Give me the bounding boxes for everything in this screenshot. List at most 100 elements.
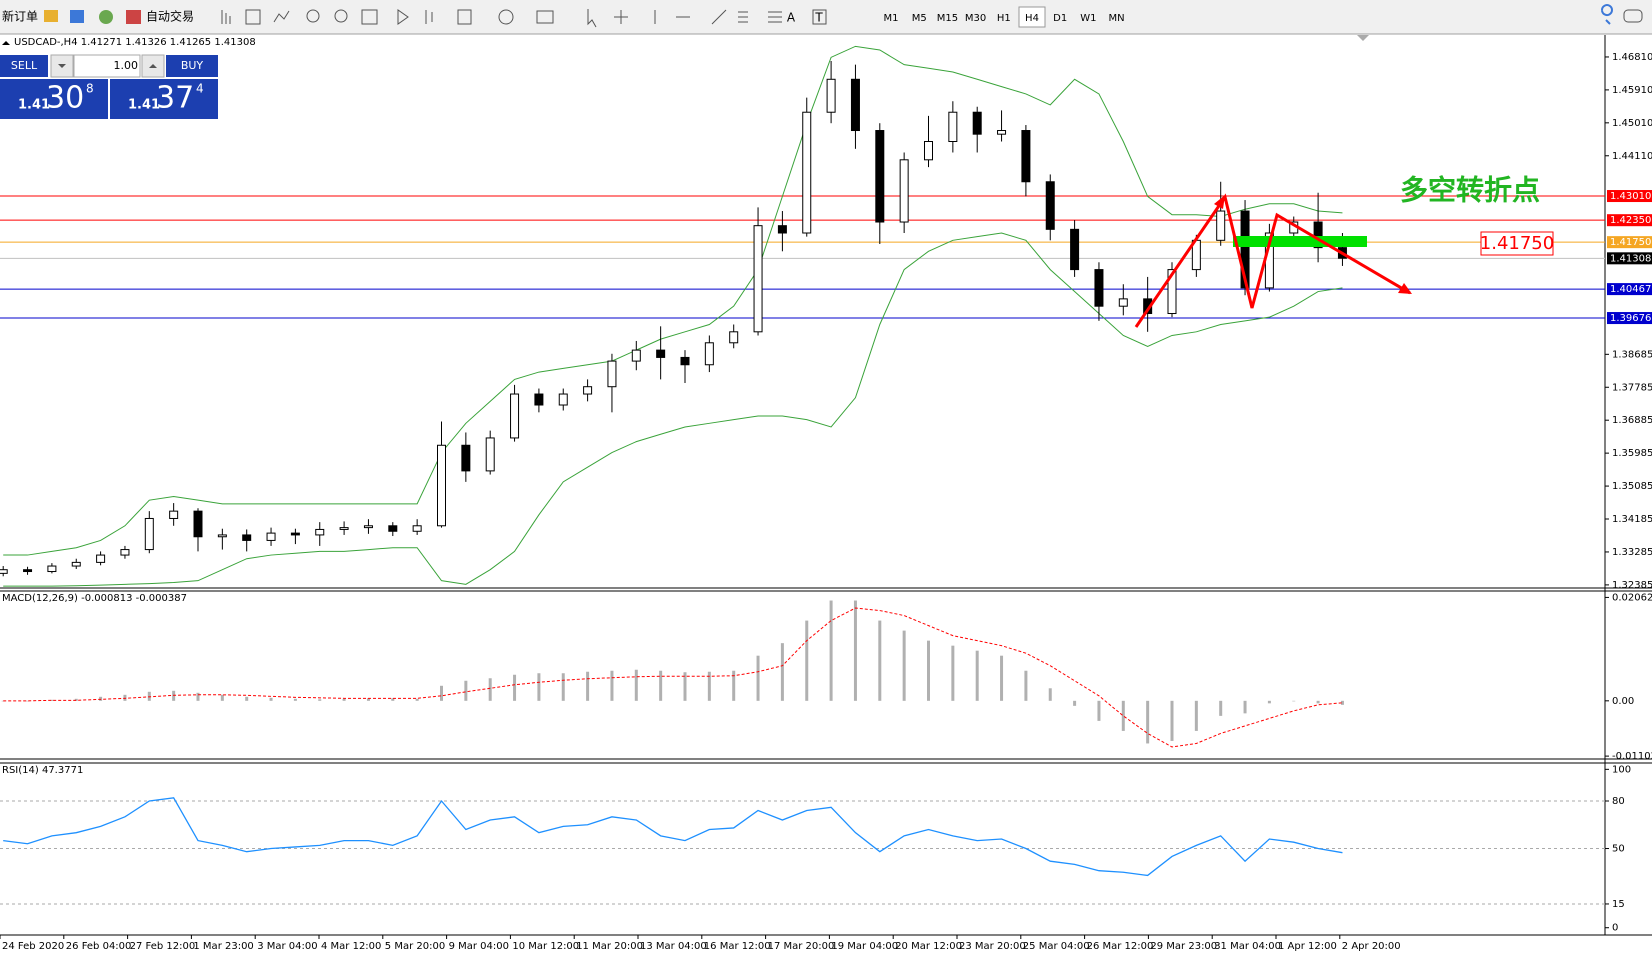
- icon[interactable]: [126, 10, 141, 24]
- candle-body: [1070, 228, 1080, 271]
- icon[interactable]: [654, 9, 727, 25]
- icon[interactable]: [457, 9, 472, 25]
- icon[interactable]: [44, 10, 58, 22]
- chat-icon[interactable]: [1623, 9, 1643, 23]
- timeframe-button[interactable]: M15: [937, 13, 958, 24]
- candle-body: [193, 510, 203, 538]
- macd-bar: [927, 640, 930, 701]
- candle-body: [972, 111, 982, 135]
- macd-bar: [123, 694, 127, 701]
- macd-bar: [220, 694, 224, 701]
- timeframe-button[interactable]: D1: [1053, 13, 1067, 24]
- symbol-arrow: [2, 41, 10, 45]
- timeframe-button[interactable]: H4: [1025, 13, 1039, 24]
- auto-trading-button[interactable]: 自动交易: [146, 9, 194, 24]
- arrow: [149, 64, 157, 68]
- icon[interactable]: [70, 10, 84, 23]
- icon[interactable]: [536, 10, 554, 24]
- candle-body: [753, 225, 763, 333]
- y-tick-label: 1.32385: [1612, 580, 1652, 591]
- sell-price-box[interactable]: [0, 79, 108, 119]
- timeframe-button[interactable]: M1: [884, 13, 899, 24]
- label-tool-frame[interactable]: [812, 9, 827, 25]
- sell-label: SELL: [11, 59, 38, 72]
- icon[interactable]: [245, 9, 261, 25]
- buy-price-big: 1.41: [128, 98, 160, 113]
- candle-body: [558, 393, 568, 406]
- price-level-label: 1.42350: [1610, 215, 1651, 226]
- timeframe-button[interactable]: M5: [912, 13, 927, 24]
- macd-bar: [805, 620, 809, 701]
- candle-body: [1313, 221, 1323, 249]
- macd-bar: [1048, 688, 1052, 701]
- price-level-box: [1607, 236, 1652, 249]
- macd-bar: [1292, 700, 1296, 702]
- y-tick-label: 0.02062: [1612, 592, 1652, 603]
- candle-body: [461, 444, 471, 472]
- macd-bar: [50, 699, 54, 701]
- macd-bar: [1097, 700, 1101, 721]
- icon[interactable]: [397, 9, 409, 25]
- y-tick-label: 80: [1612, 796, 1625, 807]
- price-level-label: 1.41750: [1610, 237, 1651, 248]
- icon[interactable]: [587, 9, 597, 28]
- chart-area: [0, 35, 1652, 936]
- candle-body: [704, 342, 714, 366]
- candle-body: [607, 360, 617, 388]
- icon[interactable]: [361, 9, 378, 25]
- search-icon[interactable]: [1601, 4, 1613, 25]
- x-tick-label: 19 Mar 04:00: [831, 941, 898, 952]
- x-tick-label: 25 Mar 04:00: [1023, 941, 1090, 952]
- candle-body: [0, 569, 8, 574]
- candle-body: [850, 78, 860, 132]
- x-tick-label: 4 Mar 12:00: [321, 941, 381, 952]
- macd-bar: [172, 690, 176, 701]
- macd-bar: [1000, 655, 1004, 701]
- candle-body: [997, 130, 1007, 135]
- icon[interactable]: [425, 10, 433, 24]
- pane-title: RSI(14) 47.3771: [2, 765, 83, 776]
- arrow-head: [1214, 195, 1225, 209]
- icon[interactable]: [99, 10, 113, 24]
- price-note: 1.41750: [1480, 233, 1554, 254]
- price-note-box: [1480, 231, 1554, 256]
- buy-price-box[interactable]: [110, 79, 218, 119]
- label-tool[interactable]: T: [814, 11, 823, 25]
- icon[interactable]: [498, 9, 514, 25]
- candle-body: [875, 130, 885, 223]
- icon[interactable]: [334, 9, 348, 23]
- icon[interactable]: [738, 11, 782, 23]
- candle-body: [120, 549, 130, 556]
- candle-body: [680, 356, 690, 366]
- macd-bar: [1243, 700, 1247, 714]
- buy-button[interactable]: [166, 55, 218, 77]
- macd-bar: [1340, 700, 1344, 705]
- icon[interactable]: [306, 9, 320, 23]
- new-order-button[interactable]: 新订单: [2, 9, 38, 24]
- candle-body: [363, 525, 373, 529]
- text-tool[interactable]: A: [787, 11, 796, 25]
- icon[interactable]: [221, 10, 231, 24]
- sell-button[interactable]: [0, 55, 48, 77]
- x-tick-label: 11 Mar 20:00: [576, 941, 643, 952]
- rsi-line: [3, 797, 1343, 877]
- timeframe-button[interactable]: W1: [1080, 13, 1096, 24]
- timeframe-button[interactable]: H1: [997, 13, 1011, 24]
- arrow-head: [1398, 283, 1412, 294]
- candle-body: [1045, 181, 1055, 230]
- icon[interactable]: [614, 10, 628, 24]
- x-tick-label: 9 Mar 04:00: [449, 941, 509, 952]
- candle-body: [1118, 298, 1128, 307]
- volume-input[interactable]: [73, 54, 141, 78]
- candle-body: [583, 386, 593, 395]
- candle-body: [1021, 130, 1031, 183]
- icon[interactable]: [273, 10, 290, 23]
- timeframe-button[interactable]: M30: [965, 13, 986, 24]
- timeframe-button[interactable]: MN: [1109, 13, 1125, 24]
- x-tick-label: 26 Mar 12:00: [1087, 941, 1154, 952]
- macd-bar: [756, 655, 760, 701]
- candle-body: [826, 78, 836, 113]
- x-tick-label: 2 Apr 20:00: [1342, 941, 1401, 952]
- macd-bar: [1146, 700, 1150, 744]
